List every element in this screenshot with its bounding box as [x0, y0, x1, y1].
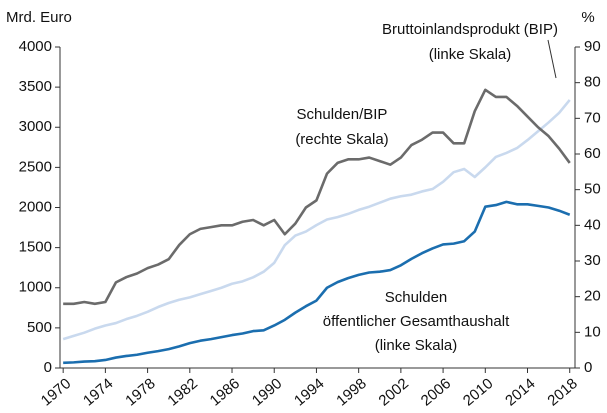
y2-tick-label: 70 [584, 109, 601, 126]
x-tick-label: 1974 [80, 375, 116, 409]
y2-axis-label: % [581, 9, 594, 26]
y2-tick-label: 0 [584, 359, 592, 376]
annotation: Schulden [385, 289, 448, 306]
y-axis-label: Mrd. Euro [6, 9, 72, 26]
x-tick-label: 1986 [207, 375, 243, 409]
y-tick-label: 500 [27, 319, 52, 336]
x-tick-label: 1998 [333, 375, 369, 409]
x-tick-label: 2010 [460, 375, 496, 409]
x-tick-label: 2018 [544, 375, 580, 409]
y2-tick-label: 80 [584, 74, 601, 91]
annotation: (rechte Skala) [295, 131, 388, 148]
y-tick-label: 3500 [19, 78, 52, 95]
y2-tick-label: 20 [584, 288, 601, 305]
x-tick-label: 1970 [38, 375, 74, 409]
annotation: Schulden/BIP [297, 106, 388, 123]
y-tick-label: 2000 [19, 198, 52, 215]
x-tick-label: 1990 [249, 375, 285, 409]
annotation: (linke Skala) [375, 337, 458, 354]
annotation-leader [547, 39, 557, 79]
x-tick-label: 1982 [164, 375, 200, 409]
series-line [63, 88, 571, 306]
y2-tick-label: 10 [584, 323, 601, 340]
y2-tick-label: 60 [584, 145, 601, 162]
x-tick-label: 2006 [418, 375, 454, 409]
series-line [63, 200, 571, 365]
x-tick-label: 1978 [122, 375, 158, 409]
annotation: Bruttoinlandsprodukt (BIP) [382, 21, 558, 38]
series-line [62, 99, 571, 341]
y-tick-label: 2500 [19, 158, 52, 175]
annotation: öffentlicher Gesamthaushalt [323, 313, 510, 330]
y-tick-label: 1000 [19, 279, 52, 296]
y-tick-label: 4000 [19, 38, 52, 55]
annotation: (linke Skala) [429, 46, 512, 63]
x-tick-label: 2002 [375, 375, 411, 409]
y2-tick-label: 30 [584, 252, 601, 269]
x-tick-label: 1994 [291, 375, 327, 409]
y2-tick-label: 50 [584, 181, 601, 198]
y2-tick-label: 40 [584, 216, 601, 233]
y-tick-label: 0 [44, 359, 52, 376]
y2-tick-label: 90 [584, 38, 601, 55]
y-tick-label: 3000 [19, 118, 52, 135]
x-tick-label: 2014 [502, 375, 538, 409]
y-tick-label: 1500 [19, 239, 52, 256]
